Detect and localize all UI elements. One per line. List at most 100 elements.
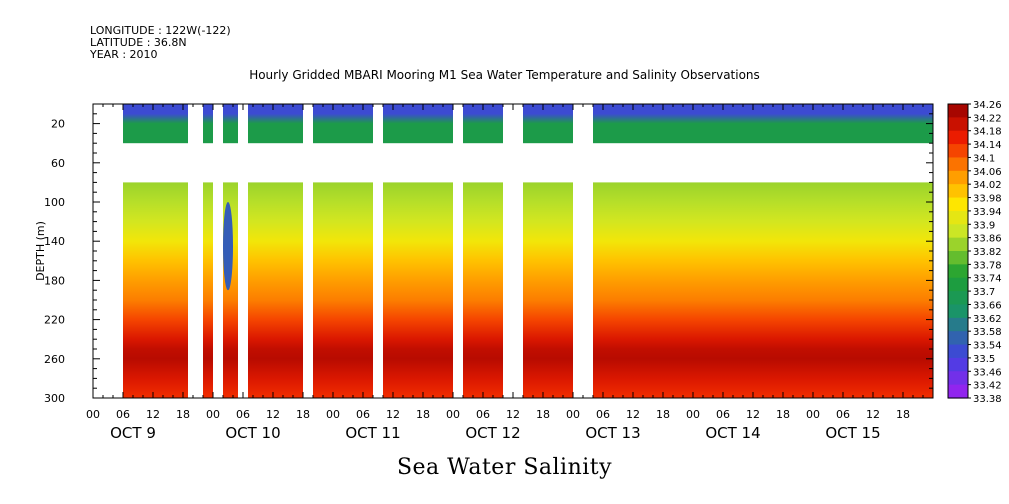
depth-tick-label: 220	[44, 314, 65, 327]
colorbar-label: 33.9	[973, 220, 995, 231]
data-gap	[503, 104, 523, 398]
hour-tick-label: 00	[326, 408, 340, 421]
colorbar-label: 34.26	[973, 100, 1002, 111]
colorbar-swatch	[948, 371, 968, 386]
salinity-field	[93, 104, 933, 398]
data-gap	[213, 104, 223, 398]
depth-tick-label: 300	[44, 392, 65, 405]
day-tick-label: OCT 10	[225, 424, 280, 442]
colorbar-label: 33.42	[973, 381, 1002, 392]
hour-tick-label: 12	[266, 408, 280, 421]
colorbar-swatch	[948, 251, 968, 265]
colorbar-swatch	[948, 331, 968, 346]
colorbar-swatch	[948, 210, 968, 225]
colorbar-label: 33.66	[973, 300, 1002, 311]
day-tick-label: OCT 13	[585, 424, 640, 442]
colorbar-swatch	[948, 130, 968, 145]
colorbar-label: 33.94	[973, 207, 1002, 218]
colorbar-swatch	[948, 237, 968, 252]
day-tick-label: OCT 14	[705, 424, 760, 442]
data-gap	[238, 104, 248, 398]
data-gap	[573, 104, 593, 398]
data-gap	[373, 104, 383, 398]
depth-axis-label: DEPTH (m)	[34, 221, 47, 281]
colorbar-swatch	[948, 384, 968, 399]
hour-tick-label: 18	[776, 408, 790, 421]
colorbar-label: 33.38	[973, 394, 1002, 405]
colorbar-label: 34.02	[973, 180, 1002, 191]
variable-label: Sea Water Salinity	[396, 455, 613, 480]
latitude-label: LATITUDE : 36.8N	[90, 36, 187, 49]
hour-tick-label: 18	[416, 408, 430, 421]
hour-tick-label: 00	[86, 408, 100, 421]
day-tick-label: OCT 9	[110, 424, 156, 442]
hour-tick-label: 06	[836, 408, 850, 421]
colorbar-label: 33.7	[973, 287, 995, 298]
hour-tick-label: 12	[146, 408, 160, 421]
time-axis: 00 06 12 18 00 06 12 18 00 06 12 18 00 06 12 18 00 06 12 18…	[86, 104, 934, 442]
depth-tick-label: 60	[51, 157, 65, 170]
data-gap	[93, 104, 123, 398]
low-salinity-anomaly	[223, 202, 233, 291]
colorbar-swatch	[948, 157, 968, 172]
chart-title: Hourly Gridded MBARI Mooring M1 Sea Wate…	[249, 68, 760, 82]
colorbar-label: 34.22	[973, 113, 1002, 124]
colorbar-label: 33.86	[973, 234, 1002, 245]
day-tick-label: OCT 15	[825, 424, 880, 442]
colorbar-swatch	[948, 291, 968, 306]
hour-tick-label: 12	[386, 408, 400, 421]
colorbar-label: 34.18	[973, 127, 1002, 138]
hour-tick-label: 06	[476, 408, 490, 421]
day-tick-label: OCT 12	[465, 424, 520, 442]
colorbar-label: 33.54	[973, 341, 1002, 352]
longitude-label: LONGITUDE : 122W(-122)	[90, 24, 231, 37]
colorbar-swatch	[948, 317, 968, 332]
hour-tick-label: 12	[506, 408, 520, 421]
hour-tick-label: 12	[746, 408, 760, 421]
colorbar-swatch	[948, 170, 968, 185]
colorbar-swatch	[948, 304, 968, 319]
year-label: YEAR : 2010	[90, 48, 158, 61]
colorbar-label: 34.1	[973, 153, 995, 164]
colorbar-swatch	[948, 144, 968, 159]
colorbar-swatch	[948, 104, 968, 118]
depth-tick-label: 260	[44, 353, 65, 366]
colorbar-swatch	[948, 357, 968, 372]
data-gap	[303, 104, 313, 398]
colorbar-label: 33.74	[973, 274, 1002, 285]
data-gap	[453, 104, 463, 398]
hour-tick-label: 00	[686, 408, 700, 421]
colorbar-label: 33.82	[973, 247, 1002, 258]
hour-tick-label: 12	[866, 408, 880, 421]
colorbar-label: 33.46	[973, 367, 1002, 378]
data-gap	[188, 104, 203, 398]
hour-tick-label: 00	[206, 408, 220, 421]
hour-tick-label: 06	[716, 408, 730, 421]
depth-axis: 20 60 100 140 180 220 260 300	[44, 113, 933, 405]
colorbar-swatch	[948, 224, 968, 239]
hour-tick-label: 00	[446, 408, 460, 421]
hour-tick-label: 00	[566, 408, 580, 421]
colorbar-label: 33.58	[973, 327, 1002, 338]
salinity-colorbar: 34.26 34.22 34.18 34.14 34.1 34.06 34.02 33.98 3…	[947, 100, 1002, 405]
hour-tick-label: 06	[236, 408, 250, 421]
colorbar-label: 33.78	[973, 260, 1002, 271]
day-tick-label: OCT 11	[345, 424, 400, 442]
hour-tick-label: 12	[626, 408, 640, 421]
depth-tick-label: 20	[51, 118, 65, 131]
colorbar-swatch	[948, 117, 968, 132]
hour-tick-label: 06	[596, 408, 610, 421]
hour-tick-label: 18	[656, 408, 670, 421]
colorbar-label: 34.14	[973, 140, 1002, 151]
hour-tick-label: 06	[116, 408, 130, 421]
hour-tick-label: 00	[806, 408, 820, 421]
depth-tick-label: 100	[44, 196, 65, 209]
colorbar-swatch	[948, 197, 968, 212]
colorbar-swatch	[948, 184, 968, 199]
colorbar-swatch	[948, 264, 968, 279]
colorbar-swatch	[948, 344, 968, 359]
hour-tick-label: 18	[296, 408, 310, 421]
hour-tick-label: 18	[536, 408, 550, 421]
depth-tick-label: 180	[44, 274, 65, 287]
